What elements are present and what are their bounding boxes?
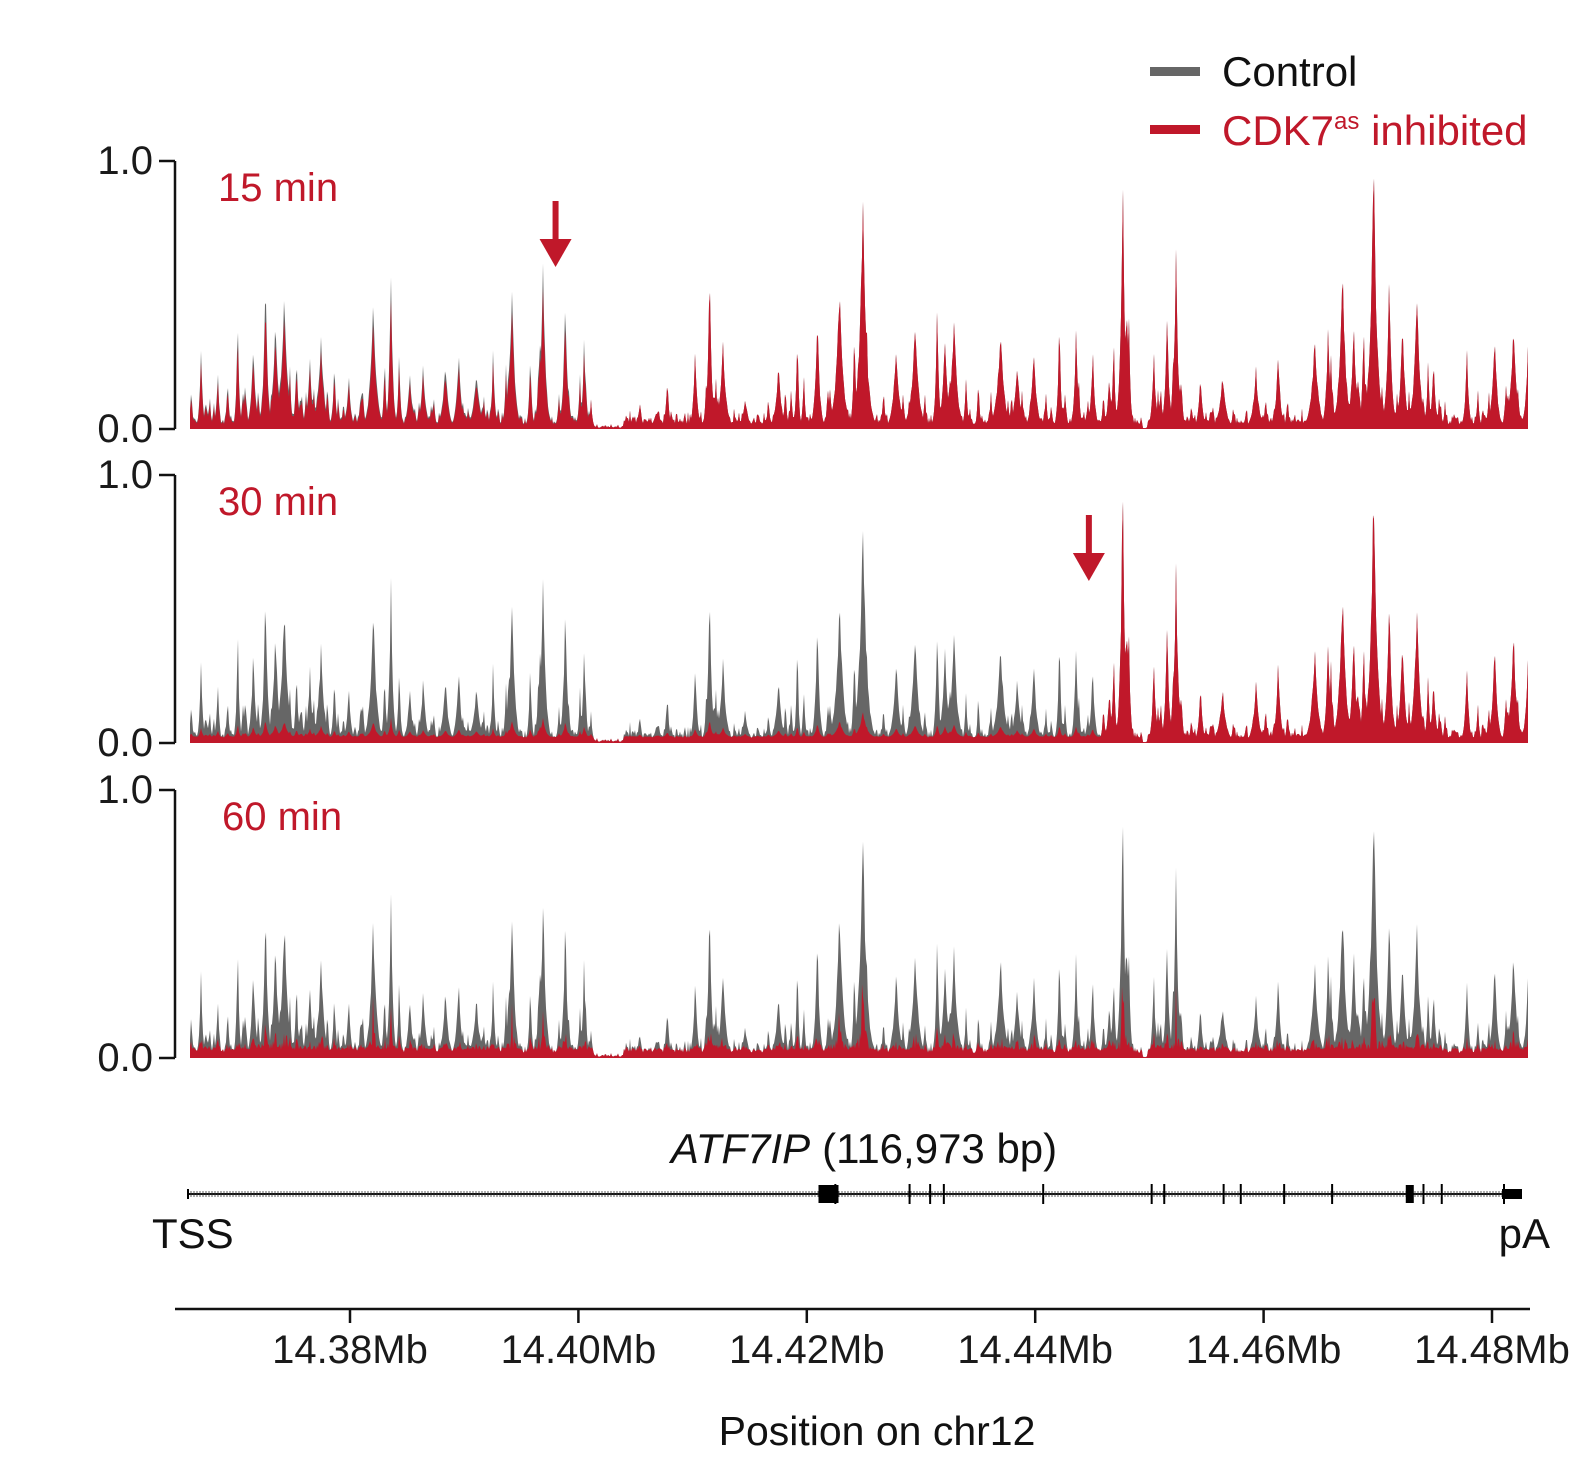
- terminal-exon: [1502, 1189, 1522, 1199]
- gene-start-label: TSS: [152, 1210, 234, 1257]
- y-tick-label-bottom-2: 0.0: [97, 721, 153, 765]
- gene-model: ATF7IP (116,973 bp) TSS pA: [152, 1125, 1550, 1257]
- legend-swatch-treated: [1150, 125, 1200, 134]
- gene-end-label: pA: [1499, 1210, 1550, 1257]
- panel-2: 1.0 0.0 30 min: [97, 453, 1528, 765]
- panel-label-2: 30 min: [218, 480, 338, 524]
- x-tick-label-5: 14.46Mb: [1186, 1328, 1342, 1372]
- y-tick-label-top-2: 1.0: [97, 453, 153, 497]
- legend-label-control: Control: [1222, 48, 1357, 95]
- y-tick-label-bottom-3: 0.0: [97, 1036, 153, 1080]
- series-treated-area-3: [190, 984, 1528, 1058]
- exon-13: [1405, 1185, 1414, 1203]
- gene-track: [187, 1184, 1522, 1204]
- x-axis: 14.38Mb 14.40Mb 14.42Mb 14.44Mb 14.46Mb 14.48…: [175, 1307, 1570, 1454]
- series-treated-area-1: [190, 178, 1528, 429]
- legend-label-treated: CDK7as inhibited: [1222, 107, 1528, 154]
- series-control-area-2: [190, 501, 1528, 743]
- x-tick-label-3: 14.42Mb: [729, 1328, 885, 1372]
- panel-label-3: 60 min: [222, 795, 342, 839]
- x-ticks: 14.38Mb 14.40Mb 14.42Mb 14.44Mb 14.46Mb 14.48…: [272, 1309, 1570, 1372]
- arrow-marker-head-1: [539, 239, 572, 267]
- y-tick-label-bottom-1: 0.0: [97, 407, 153, 451]
- x-tick-label-4: 14.44Mb: [957, 1328, 1113, 1372]
- panel-1: 1.0 0.0 15 min: [97, 139, 1528, 451]
- exon-1: [818, 1185, 839, 1203]
- x-tick-label-6: 14.48Mb: [1414, 1328, 1570, 1372]
- series-control-area-3: [190, 826, 1528, 1058]
- y-tick-label-top-1: 1.0: [97, 139, 153, 183]
- panel-label-1: 15 min: [218, 166, 338, 210]
- x-tick-label-1: 14.38Mb: [272, 1328, 428, 1372]
- gene-title: ATF7IP (116,973 bp): [668, 1125, 1057, 1172]
- legend: Control CDK7as inhibited: [1150, 48, 1528, 154]
- x-tick-label-2: 14.40Mb: [501, 1328, 657, 1372]
- legend-swatch-control: [1150, 67, 1200, 76]
- panel-3: 1.0 0.0 60 min: [97, 768, 1528, 1080]
- y-tick-label-top-3: 1.0: [97, 768, 153, 812]
- x-axis-title: Position on chr12: [719, 1408, 1036, 1454]
- arrow-marker-head-2: [1072, 553, 1105, 581]
